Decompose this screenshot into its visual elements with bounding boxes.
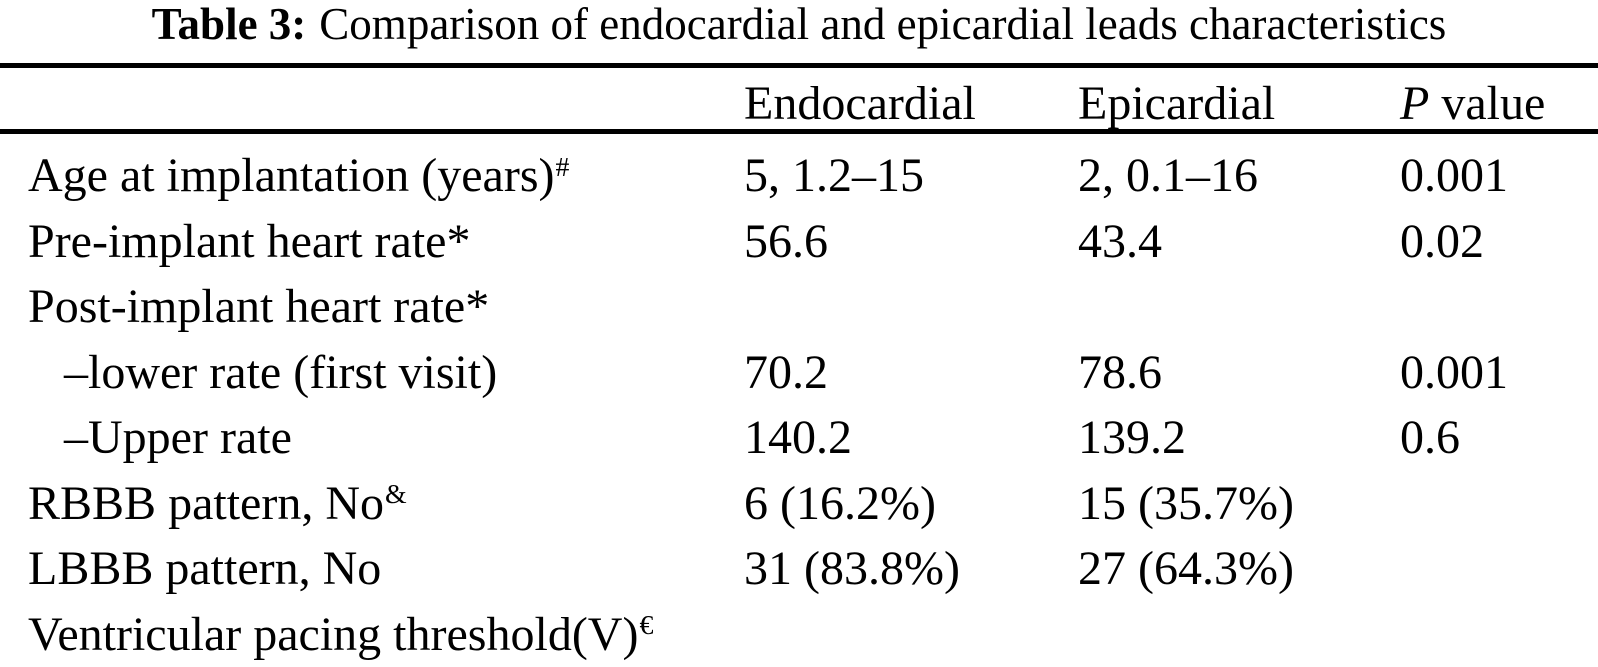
table-header-rule <box>0 129 1598 134</box>
endocardial-value: 70.2 <box>744 345 828 399</box>
row-label-text: RBBB pattern, No <box>28 476 384 530</box>
row-label-text: Post-implant heart rate* <box>28 280 490 333</box>
row-label-cell: Post-implant heart rate* <box>0 274 744 340</box>
endocardial-value: 5, 1.2–15 <box>744 149 924 202</box>
row-label-text: Age at implantation (years) <box>28 149 555 202</box>
table-caption: Table 3: Comparison of endocardial and ep… <box>0 0 1598 50</box>
table-row: Post-implant heart rate* <box>0 274 1598 340</box>
epicardial-value <box>1078 602 1400 667</box>
row-label-superscript: € <box>639 610 654 642</box>
endocardial-value: 56.6 <box>744 214 828 268</box>
p-value <box>1400 471 1598 537</box>
row-label-text: LBBB pattern, No <box>28 542 382 595</box>
row-label-superscript: # <box>555 151 570 183</box>
epicardial-value <box>1078 274 1400 340</box>
table-body: Age at implantation (years)# 5, 1.2–15 2… <box>0 143 1598 667</box>
endocardial-value: 6 (16.2%) <box>744 476 936 530</box>
header-p-value: P value <box>1400 73 1598 134</box>
endocardial-value: 140.2 <box>744 411 852 464</box>
table-row: Pre-implant heart rate* 56.6 43.4 0.02 <box>0 209 1598 275</box>
epicardial-value: 139.2 <box>1078 411 1186 464</box>
table-row: RBBB pattern, No& 6 (16.2%) 15 (35.7%) <box>0 471 1598 537</box>
row-label-cell: Pre-implant heart rate* <box>0 209 744 275</box>
p-value <box>1400 602 1598 667</box>
row-label-cell: –lower rate (first visit) <box>0 340 744 406</box>
table-header-row: Endocardial Epicardial P value <box>0 73 1598 134</box>
header-epicardial: Epicardial <box>1078 77 1276 130</box>
row-label-cell: LBBB pattern, No <box>0 536 744 602</box>
row-label-superscript: & <box>385 479 407 511</box>
table-row: LBBB pattern, No 31 (83.8%) 27 (64.3%) <box>0 536 1598 602</box>
endocardial-value <box>744 274 1078 340</box>
epicardial-value: 78.6 <box>1078 345 1162 399</box>
row-label-cell: –Upper rate <box>0 405 744 471</box>
table-caption-title: Comparison of endocardial and epicardial… <box>319 0 1447 49</box>
row-label-text: –lower rate (first visit) <box>64 345 498 399</box>
header-p-symbol: P <box>1400 77 1430 130</box>
header-endocardial: Endocardial <box>744 77 976 130</box>
endocardial-value: 31 (83.8%) <box>744 542 960 595</box>
epicardial-value: 2, 0.1–16 <box>1078 149 1258 202</box>
epicardial-value: 15 (35.7%) <box>1078 476 1294 530</box>
row-label-text: Ventricular pacing threshold(V) <box>28 607 639 661</box>
row-label-cell: Age at implantation (years)# <box>0 143 744 209</box>
table-row: –lower rate (first visit) 70.2 78.6 0.00… <box>0 340 1598 406</box>
table-top-rule <box>0 63 1598 68</box>
table-row: –Upper rate 140.2 139.2 0.6 <box>0 405 1598 471</box>
p-value <box>1400 274 1598 340</box>
table-caption-number: Table 3: <box>151 0 307 49</box>
row-label-cell: RBBB pattern, No& <box>0 471 744 537</box>
header-empty-cell <box>0 73 744 134</box>
table-row: Ventricular pacing threshold(V)€ <box>0 602 1598 667</box>
epicardial-value: 43.4 <box>1078 214 1162 268</box>
row-label-cell: Ventricular pacing threshold(V)€ <box>0 602 744 667</box>
table-row: Age at implantation (years)# 5, 1.2–15 2… <box>0 143 1598 209</box>
row-label-text: –Upper rate <box>64 411 292 464</box>
header-p-word: value <box>1441 77 1546 130</box>
endocardial-value <box>744 602 1078 667</box>
p-value: 0.6 <box>1400 411 1460 464</box>
p-value: 0.001 <box>1400 149 1508 202</box>
row-label-text: Pre-implant heart rate* <box>28 214 471 268</box>
p-value: 0.001 <box>1400 345 1508 399</box>
epicardial-value: 27 (64.3%) <box>1078 542 1294 595</box>
p-value: 0.02 <box>1400 214 1484 268</box>
p-value <box>1400 536 1598 602</box>
